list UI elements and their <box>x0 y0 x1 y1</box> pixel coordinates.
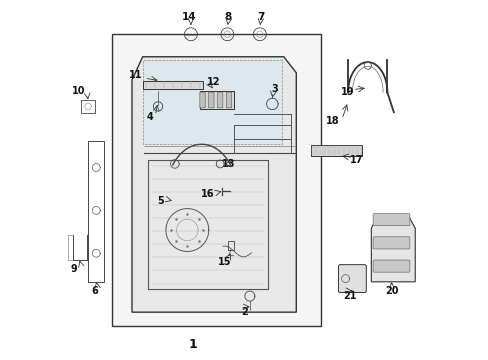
FancyBboxPatch shape <box>226 92 231 108</box>
Text: 9: 9 <box>70 264 77 274</box>
FancyBboxPatch shape <box>200 92 205 108</box>
Text: 15: 15 <box>218 257 231 267</box>
Polygon shape <box>370 216 414 282</box>
Bar <box>200 91 233 109</box>
Text: 11: 11 <box>128 69 142 80</box>
Text: 1: 1 <box>188 338 197 351</box>
Polygon shape <box>142 81 203 89</box>
Bar <box>112 33 321 327</box>
Text: 3: 3 <box>271 84 278 94</box>
Text: 13: 13 <box>221 159 235 169</box>
FancyBboxPatch shape <box>338 265 366 293</box>
Text: 18: 18 <box>325 116 339 126</box>
FancyBboxPatch shape <box>372 237 409 249</box>
Text: 8: 8 <box>224 13 232 22</box>
Text: 17: 17 <box>349 156 363 165</box>
Text: 21: 21 <box>343 291 356 301</box>
Text: 16: 16 <box>201 189 214 199</box>
Text: 2: 2 <box>241 307 247 317</box>
Bar <box>310 145 362 156</box>
Text: 5: 5 <box>157 197 163 206</box>
FancyBboxPatch shape <box>217 92 223 108</box>
Polygon shape <box>142 60 282 144</box>
Text: 7: 7 <box>256 13 264 22</box>
Text: 6: 6 <box>92 286 99 296</box>
Text: 20: 20 <box>384 286 398 296</box>
FancyBboxPatch shape <box>372 213 409 226</box>
FancyBboxPatch shape <box>372 260 409 272</box>
FancyBboxPatch shape <box>208 92 214 108</box>
Text: 12: 12 <box>207 77 221 87</box>
Text: 4: 4 <box>146 112 153 122</box>
Polygon shape <box>132 57 296 312</box>
Text: 19: 19 <box>340 87 353 98</box>
Text: 10: 10 <box>72 86 85 96</box>
Text: 14: 14 <box>182 13 196 22</box>
